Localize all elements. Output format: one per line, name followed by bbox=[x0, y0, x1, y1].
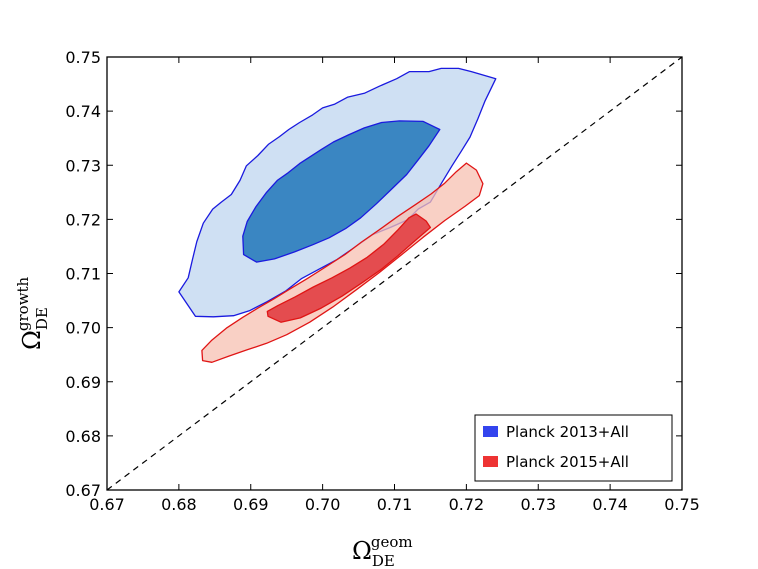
y-axis-subscript: DE bbox=[33, 307, 51, 330]
contour-planck-2015-inner bbox=[266, 213, 432, 323]
contour-planck-2013-inner bbox=[242, 120, 441, 263]
y-tick-label: 0.68 bbox=[65, 427, 101, 446]
y-axis-superscript: growth bbox=[14, 276, 32, 331]
y-tick-label: 0.74 bbox=[65, 102, 101, 121]
ticks-layer: 0.67 0.68 0.69 0.70 0.71 0.72 0.73 0.74 0.75 0.67… bbox=[65, 48, 699, 514]
x-tick-label: 0.74 bbox=[592, 495, 628, 514]
x-tick-label: 0.67 bbox=[89, 495, 125, 514]
x-tick-label: 0.70 bbox=[305, 495, 341, 514]
legend-box bbox=[474, 414, 673, 482]
x-axis-superscript: geom bbox=[371, 533, 413, 551]
x-tick-label: 0.71 bbox=[377, 495, 413, 514]
legend: Planck 2013+All Planck 2015+All bbox=[474, 414, 673, 482]
legend-label-planck-2015: Planck 2015+All bbox=[506, 453, 629, 471]
contours-layer bbox=[178, 67, 497, 363]
x-tick-label: 0.73 bbox=[520, 495, 556, 514]
y-tick-label: 0.75 bbox=[65, 48, 101, 67]
y-tick-label: 0.67 bbox=[65, 481, 101, 500]
x-axis-title: ΩDEgeom bbox=[352, 533, 413, 569]
y-tick-label: 0.69 bbox=[65, 373, 101, 392]
reference-diagonal-line bbox=[106, 56, 683, 491]
y-tick-label: 0.70 bbox=[65, 319, 101, 338]
legend-swatch-planck-2015 bbox=[483, 456, 498, 467]
y-axis-title: ΩDEgrowth bbox=[14, 276, 51, 350]
x-tick-label: 0.68 bbox=[161, 495, 197, 514]
x-tick-label: 0.69 bbox=[233, 495, 269, 514]
y-axis-symbol: Ω bbox=[18, 330, 46, 350]
y-tick-label: 0.72 bbox=[65, 210, 101, 229]
x-tick-label: 0.72 bbox=[449, 495, 485, 514]
legend-label-planck-2013: Planck 2013+All bbox=[506, 423, 629, 441]
y-tick-label: 0.71 bbox=[65, 265, 101, 284]
x-tick-label: 0.75 bbox=[664, 495, 700, 514]
legend-swatch-planck-2013 bbox=[483, 426, 498, 437]
y-tick-label: 0.73 bbox=[65, 156, 101, 175]
x-axis-symbol: Ω bbox=[352, 537, 372, 565]
x-axis-subscript: DE bbox=[372, 552, 395, 569]
